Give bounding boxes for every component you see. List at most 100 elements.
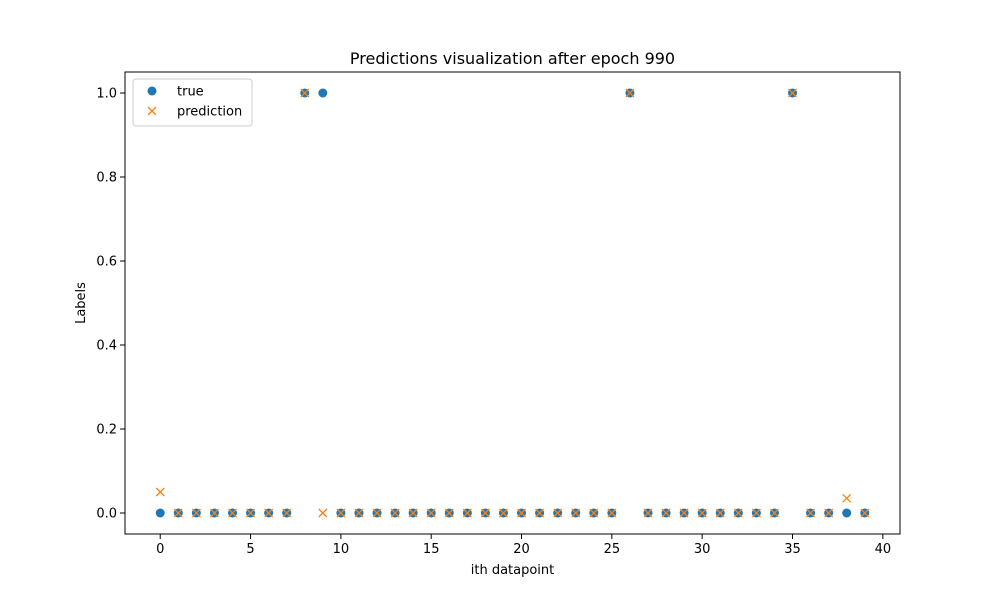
y-tick-label: 1.0	[96, 87, 117, 102]
point-prediction	[155, 487, 165, 497]
point-prediction	[769, 508, 779, 518]
y-tick-label: 0.8	[96, 171, 117, 186]
point-prediction	[643, 508, 653, 518]
x-tick-label: 5	[246, 542, 254, 557]
point-true	[155, 508, 165, 518]
x-marker-stroke	[607, 508, 617, 518]
x-marker-stroke	[264, 508, 274, 518]
point-prediction	[408, 508, 418, 518]
x-marker-stroke	[408, 508, 418, 518]
legend-marker-true	[147, 86, 157, 96]
x-tick-label: 25	[604, 542, 621, 557]
x-marker-stroke	[553, 508, 563, 518]
point-prediction	[553, 508, 563, 518]
point-prediction	[806, 508, 816, 518]
point-true	[318, 88, 328, 98]
x-marker-stroke	[842, 493, 852, 503]
x-marker-stroke	[625, 88, 635, 98]
point-prediction	[372, 508, 382, 518]
point-prediction	[824, 508, 834, 518]
x-marker-stroke	[517, 508, 526, 518]
point-prediction	[625, 88, 635, 98]
x-marker-stroke	[336, 508, 346, 518]
point-prediction	[517, 508, 526, 518]
point-prediction	[788, 88, 797, 98]
x-marker-stroke	[499, 508, 508, 518]
x-axis: 0 5 10 15 20 25 30 35 40	[156, 534, 891, 557]
point-prediction	[842, 493, 852, 503]
y-axis-label: Labels	[74, 282, 89, 324]
x-marker-stroke	[372, 508, 382, 518]
x-tick-label: 15	[423, 542, 440, 557]
x-marker-stroke	[462, 508, 472, 518]
point-prediction	[535, 508, 545, 518]
y-axis: 0.0 0.2 0.4 0.6 0.8 1.0	[96, 87, 125, 522]
x-marker-stroke	[191, 508, 201, 518]
x-tick-label: 10	[333, 542, 350, 557]
y-tick-label: 0.0	[96, 507, 117, 522]
point-prediction	[246, 508, 256, 518]
x-marker-stroke	[571, 508, 581, 518]
x-tick-label: 20	[513, 542, 530, 557]
x-marker-stroke	[697, 508, 707, 518]
x-marker-stroke	[282, 508, 292, 518]
point-prediction	[499, 508, 508, 518]
x-marker-stroke	[318, 508, 328, 518]
point-prediction	[318, 508, 328, 518]
x-marker-stroke	[788, 88, 797, 98]
legend-box	[132, 78, 253, 127]
point-prediction	[282, 508, 292, 518]
y-tick-label: 0.6	[96, 255, 117, 270]
x-marker-stroke	[535, 508, 545, 518]
x-marker-stroke	[860, 508, 870, 518]
point-prediction	[860, 508, 870, 518]
point-prediction	[480, 508, 490, 518]
point-prediction	[571, 508, 581, 518]
x-marker-stroke	[155, 487, 165, 497]
x-axis-label: ith datapoint	[471, 563, 555, 578]
y-tick-label: 0.4	[96, 339, 117, 354]
x-tick-label: 35	[784, 542, 801, 557]
legend-marker-prediction	[147, 106, 157, 116]
point-prediction	[589, 508, 599, 518]
x-marker-stroke	[589, 508, 599, 518]
x-marker-stroke	[444, 508, 454, 518]
point-prediction	[209, 508, 219, 518]
x-marker-stroke	[643, 508, 653, 518]
x-marker-stroke	[228, 508, 237, 518]
legend: true prediction	[132, 78, 253, 127]
point-prediction	[426, 508, 436, 518]
point-prediction	[300, 88, 310, 98]
point-prediction	[191, 508, 201, 518]
x-marker-stroke	[806, 508, 816, 518]
point-prediction	[390, 508, 400, 518]
x-marker-stroke	[354, 508, 364, 518]
x-marker-stroke	[480, 508, 490, 518]
point-prediction	[751, 508, 761, 518]
data-series	[155, 88, 870, 518]
x-marker-stroke	[246, 508, 256, 518]
chart-title: Predictions visualization after epoch 99…	[350, 49, 675, 68]
point-prediction	[228, 508, 237, 518]
point-prediction	[715, 508, 725, 518]
point-prediction	[444, 508, 454, 518]
x-marker-stroke	[173, 508, 183, 518]
x-marker-stroke	[300, 88, 310, 98]
point-prediction	[733, 508, 743, 518]
point-prediction	[679, 508, 689, 518]
x-tick-label: 30	[694, 542, 711, 557]
x-tick-label: 0	[156, 542, 164, 557]
x-marker-stroke	[390, 508, 400, 518]
x-marker-stroke	[824, 508, 834, 518]
point-prediction	[336, 508, 346, 518]
x-marker-stroke	[715, 508, 725, 518]
point-prediction	[173, 508, 183, 518]
point-prediction	[697, 508, 707, 518]
y-tick-label: 0.2	[96, 423, 117, 438]
x-marker-stroke	[147, 106, 157, 116]
plot-area	[124, 71, 901, 535]
x-marker-stroke	[769, 508, 779, 518]
legend-label-prediction: prediction	[177, 105, 242, 120]
x-marker-stroke	[679, 508, 689, 518]
